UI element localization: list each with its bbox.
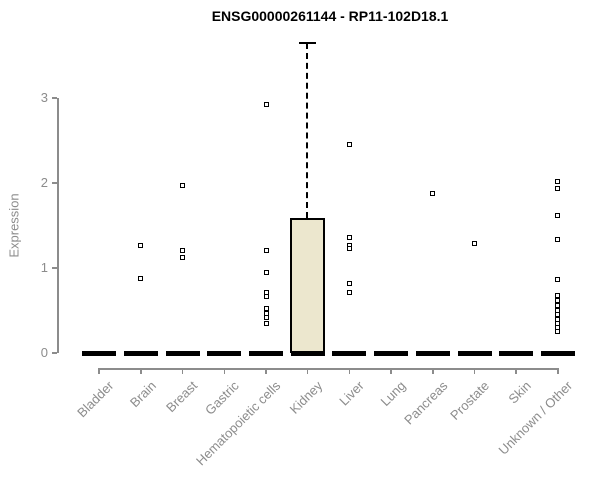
y-tick <box>52 267 57 269</box>
x-category-label: Unknown / Other <box>495 378 576 458</box>
x-category-label: Bladder <box>74 378 117 421</box>
median-bar <box>332 350 367 356</box>
x-tick <box>223 368 226 374</box>
median-bar <box>123 350 158 356</box>
outlier-point <box>555 297 561 303</box>
y-tick-label: 3 <box>40 90 48 105</box>
x-category-label: Liver <box>336 378 368 409</box>
outlier-point <box>180 247 186 253</box>
outlier-point <box>555 185 561 191</box>
whisker-cap <box>299 41 317 45</box>
outlier-point <box>430 190 436 196</box>
x-category-label: Brain <box>126 378 159 411</box>
median-bar <box>290 350 325 356</box>
median-bar <box>249 350 283 356</box>
x-tick <box>140 368 142 374</box>
outlier-point <box>346 290 352 296</box>
median-bar <box>499 350 534 356</box>
outlier-point <box>346 280 352 286</box>
outlier-point <box>263 320 269 326</box>
outlier-point <box>263 314 269 320</box>
outlier-point <box>555 277 561 283</box>
outlier-point <box>555 212 561 218</box>
outlier-point <box>138 275 144 281</box>
x-tick <box>557 368 559 374</box>
y-tick-label: 0 <box>40 345 48 360</box>
median-bar <box>165 350 200 356</box>
x-tick <box>265 368 267 374</box>
outlier-point <box>346 234 352 240</box>
outlier-point <box>555 329 561 335</box>
outlier-point <box>138 242 144 248</box>
x-tick <box>473 368 476 374</box>
x-category-label: Pancreas <box>400 378 451 428</box>
median-bar <box>207 350 242 356</box>
outlier-point <box>180 255 186 261</box>
x-tick <box>348 368 351 374</box>
box <box>290 217 326 353</box>
median-bar <box>457 350 492 356</box>
x-tick <box>432 368 434 374</box>
y-axis-line <box>57 98 59 353</box>
y-tick-label: 1 <box>40 260 48 275</box>
outlier-point <box>555 178 561 184</box>
x-tick <box>98 368 100 374</box>
x-category-label: Breast <box>163 378 201 416</box>
x-tick <box>181 368 184 374</box>
x-tick <box>515 368 517 374</box>
x-tick <box>390 368 392 374</box>
x-category-label: Prostate <box>447 378 493 423</box>
outlier-point <box>555 292 561 298</box>
outlier-point <box>346 245 352 251</box>
outlier-point <box>180 183 186 189</box>
outlier-point <box>263 102 269 108</box>
x-axis-line <box>99 368 560 370</box>
chart-title: ENSG00000261144 - RP11-102D18.1 <box>211 8 449 24</box>
x-category-label: Lung <box>377 378 409 410</box>
outlier-point <box>555 236 561 242</box>
x-category-label: Kidney <box>286 378 326 417</box>
outlier-point <box>346 142 352 148</box>
y-tick <box>52 182 57 184</box>
median-bar <box>82 350 117 356</box>
outlier-point <box>472 240 477 246</box>
upper-whisker <box>306 42 309 218</box>
outlier-point <box>263 247 269 253</box>
x-tick <box>306 368 309 374</box>
x-category-label: Gastric <box>202 378 242 418</box>
median-bar <box>374 350 409 356</box>
median-bar <box>540 350 575 356</box>
median-bar <box>415 350 450 356</box>
outlier-point <box>555 302 561 308</box>
y-tick-label: 2 <box>40 175 48 190</box>
y-tick <box>52 352 57 354</box>
x-category-label: Skin <box>505 378 534 407</box>
y-tick <box>52 97 57 99</box>
outlier-point <box>263 294 269 300</box>
outlier-point <box>263 269 269 275</box>
